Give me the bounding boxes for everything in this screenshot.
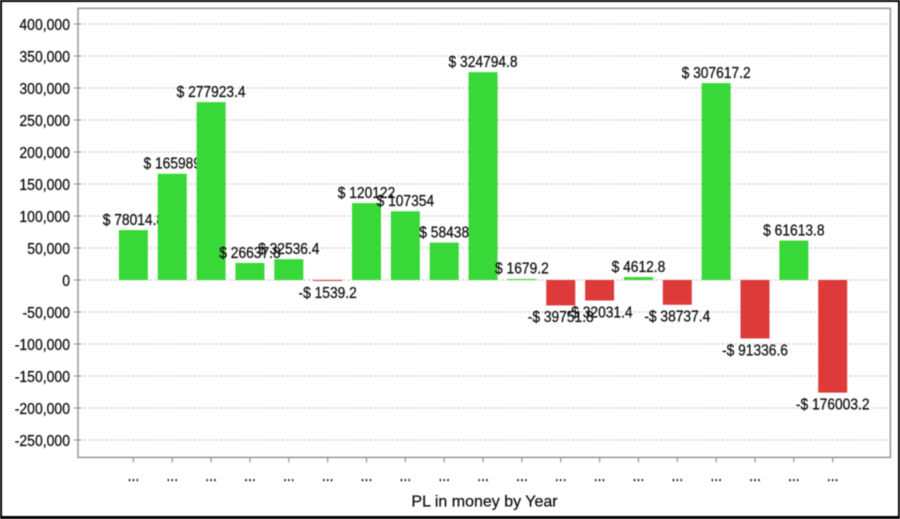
svg-text:$ 120122: $ 120122	[338, 185, 396, 202]
svg-text:...: ...	[671, 468, 683, 485]
svg-text:...: ...	[438, 468, 450, 485]
svg-text:...: ...	[788, 468, 800, 485]
svg-text:-100,000: -100,000	[15, 337, 70, 354]
svg-text:...: ...	[594, 468, 606, 485]
svg-text:-$ 32031.4: -$ 32031.4	[567, 305, 633, 322]
svg-text:150,000: 150,000	[19, 177, 70, 194]
svg-text:...: ...	[166, 468, 178, 485]
svg-text:$ 107354: $ 107354	[377, 193, 435, 210]
svg-text:...: ...	[710, 468, 722, 485]
svg-text:$ 324794.8: $ 324794.8	[449, 54, 518, 71]
svg-text:$ 32536.4: $ 32536.4	[258, 241, 319, 258]
svg-text:-$ 1539.2: -$ 1539.2	[299, 285, 357, 302]
svg-text:$ 1679.2: $ 1679.2	[495, 261, 549, 278]
svg-text:0: 0	[62, 273, 70, 290]
svg-text:$ 307617.2: $ 307617.2	[682, 65, 751, 82]
svg-text:...: ...	[633, 468, 645, 485]
svg-text:...: ...	[361, 468, 373, 485]
svg-text:$ 4612.8: $ 4612.8	[612, 259, 666, 276]
svg-text:400,000: 400,000	[19, 17, 70, 34]
svg-text:-250,000: -250,000	[15, 433, 70, 450]
svg-text:...: ...	[283, 468, 295, 485]
svg-text:-$ 38737.4: -$ 38737.4	[644, 309, 710, 326]
svg-text:...: ...	[244, 468, 256, 485]
svg-text:300,000: 300,000	[19, 81, 70, 98]
svg-text:...: ...	[128, 468, 140, 485]
svg-text:-$ 91336.6: -$ 91336.6	[722, 343, 788, 360]
svg-text:$ 58438: $ 58438	[419, 225, 469, 242]
svg-text:$ 26637.8: $ 26637.8	[219, 245, 280, 262]
svg-text:-150,000: -150,000	[15, 369, 70, 386]
svg-text:350,000: 350,000	[19, 49, 70, 66]
svg-text:50,000: 50,000	[27, 241, 70, 258]
svg-text:...: ...	[749, 468, 761, 485]
svg-text:...: ...	[400, 468, 412, 485]
svg-text:-$ 39751.8: -$ 39751.8	[528, 310, 594, 327]
svg-text:$ 61613.8: $ 61613.8	[763, 223, 824, 240]
svg-text:...: ...	[205, 468, 217, 485]
svg-text:$ 277923.4: $ 277923.4	[177, 84, 246, 101]
svg-text:-50,000: -50,000	[23, 305, 70, 322]
svg-text:...: ...	[827, 468, 839, 485]
svg-text:$ 165989: $ 165989	[143, 156, 201, 173]
svg-text:-$ 176003.2: -$ 176003.2	[796, 397, 870, 414]
svg-text:PL in money by Year: PL in money by Year	[411, 494, 558, 511]
svg-text:...: ...	[322, 468, 334, 485]
svg-text:100,000: 100,000	[19, 209, 70, 226]
svg-text:250,000: 250,000	[19, 113, 70, 130]
svg-text:200,000: 200,000	[19, 145, 70, 162]
svg-text:...: ...	[477, 468, 489, 485]
svg-text:...: ...	[555, 468, 567, 485]
svg-text:-200,000: -200,000	[15, 401, 70, 418]
svg-text:$ 78014.8: $ 78014.8	[103, 212, 164, 229]
svg-text:...: ...	[516, 468, 528, 485]
